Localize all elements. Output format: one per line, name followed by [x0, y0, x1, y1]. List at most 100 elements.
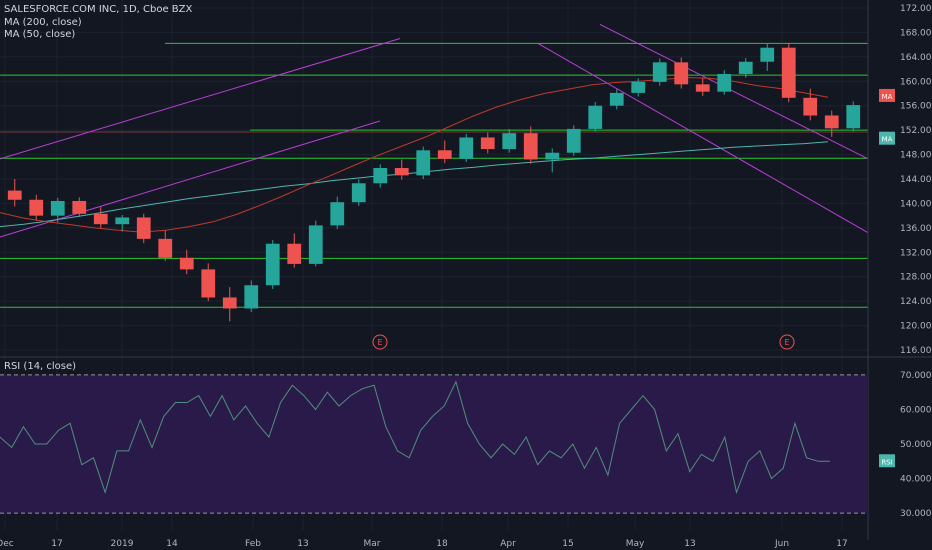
candle-body: [287, 243, 302, 264]
time-tick-label: 13: [684, 539, 695, 549]
rsi-panel: 30.0000 40.0000 50.0000 60.0000 70.0000 RSI: [0, 371, 932, 519]
price-tick-label: 156.00: [900, 102, 932, 112]
candle-body: [609, 92, 624, 106]
candle-body: [674, 62, 689, 85]
time-tick-label: Jun: [774, 539, 789, 549]
candle-body: [566, 128, 581, 153]
rsi-value-tag: [879, 454, 895, 468]
time-tick-label: Dec: [0, 539, 14, 549]
candle-body: [50, 200, 65, 216]
candle-body: [631, 81, 646, 93]
candle-body: [93, 213, 108, 225]
earnings-flag[interactable]: E: [372, 334, 388, 350]
chart-title: SALESFORCE.COM INC, 1D, Cboe BZX: [4, 4, 193, 15]
candle-body: [437, 150, 452, 159]
candle-body: [29, 199, 44, 216]
time-tick-label: 15: [562, 539, 573, 549]
candle-body: [738, 61, 753, 74]
price-tick-label: 172.00: [900, 4, 932, 14]
price-tick-label: 124.00: [900, 297, 932, 307]
candle-body: [222, 297, 237, 309]
time-tick-label: Mar: [364, 539, 381, 549]
price-tick-label: 160.00: [900, 77, 932, 87]
candle-body: [846, 105, 861, 129]
candle-body: [695, 84, 710, 92]
candle-body: [373, 168, 388, 184]
candle-body: [7, 190, 22, 200]
ma50-price-tag: [879, 88, 895, 102]
price-tick-label: 116.00: [900, 346, 932, 356]
time-tick-label: 2019: [111, 539, 134, 549]
price-tick-label: 128.00: [900, 273, 932, 283]
trend-lines: [0, 24, 869, 238]
candle-body: [803, 97, 818, 116]
candle-body: [523, 133, 538, 160]
time-tick-label: 17: [836, 539, 847, 549]
ma200-price-tag-label: MA: [882, 136, 893, 144]
earnings-flag-label: E: [377, 338, 382, 347]
candle-body: [158, 238, 173, 258]
candle-body: [824, 115, 839, 129]
trend-line: [0, 38, 401, 160]
rsi-tick-label: 70.0000: [900, 371, 932, 381]
price-tick-label: 148.00: [900, 151, 932, 161]
candle-body: [545, 152, 560, 160]
time-tick-label: 14: [166, 539, 178, 549]
candle-body: [308, 225, 323, 264]
ma200-price-tag: [879, 131, 895, 145]
candle-body: [717, 73, 732, 92]
candle-body: [115, 217, 130, 225]
candle-body: [72, 200, 87, 214]
candle-body: [416, 150, 431, 176]
time-tick-label: Feb: [245, 539, 261, 549]
price-tick-label: 164.00: [900, 53, 932, 63]
price-tick-label: 132.00: [900, 248, 932, 258]
candle-body: [480, 137, 495, 150]
time-tick-label: 18: [436, 539, 448, 549]
rsi-tick-label: 50.0000: [900, 440, 932, 450]
ma50-legend[interactable]: MA (50, close): [4, 29, 76, 40]
time-tick-label: May: [626, 539, 645, 549]
candle-body: [781, 47, 796, 98]
price-tick-label: 120.00: [900, 322, 932, 332]
ma200-line: [0, 141, 829, 228]
rsi-line: [0, 380, 830, 495]
time-tick-label: 17: [51, 539, 62, 549]
price-tick-label: 168.00: [900, 28, 932, 38]
earnings-flag[interactable]: E: [779, 334, 795, 350]
trend-line: [0, 120, 381, 238]
trend-line: [537, 42, 869, 234]
candle-body: [179, 257, 194, 270]
candles: [7, 43, 861, 322]
candle-body: [265, 243, 280, 286]
candle-body: [330, 202, 345, 226]
time-tick-label: Apr: [500, 539, 516, 549]
candle-body: [351, 183, 366, 203]
candle-body: [652, 62, 667, 82]
rsi-tick-label: 60.0000: [900, 405, 932, 415]
rsi-value-tag-label: RSI: [881, 458, 892, 466]
candle-body: [394, 168, 409, 176]
candle-body: [588, 105, 603, 129]
earnings-flag-circle: [779, 334, 795, 350]
ma200-legend[interactable]: MA (200, close): [4, 17, 82, 28]
ma50-price-tag-label: MA: [882, 93, 893, 101]
price-tick-label: 152.00: [900, 126, 932, 136]
price-tick-label: 144.00: [900, 175, 932, 185]
time-tick-label: 13: [297, 539, 308, 549]
price-tick-label: 136.00: [900, 224, 932, 234]
rsi-band: [0, 374, 868, 514]
horizontal-lines: [0, 42, 868, 308]
price-tick-label: 140.00: [900, 199, 932, 209]
rsi-tick-label: 40.0000: [900, 475, 932, 485]
earnings-flag-label: E: [784, 338, 789, 347]
candle-body: [760, 47, 775, 62]
candle-body: [201, 269, 216, 298]
earnings-flag-circle: [372, 334, 388, 350]
rsi-tick-label: 30.0000: [900, 509, 932, 519]
candle-body: [502, 133, 517, 150]
rsi-legend[interactable]: RSI (14, close): [4, 361, 77, 372]
